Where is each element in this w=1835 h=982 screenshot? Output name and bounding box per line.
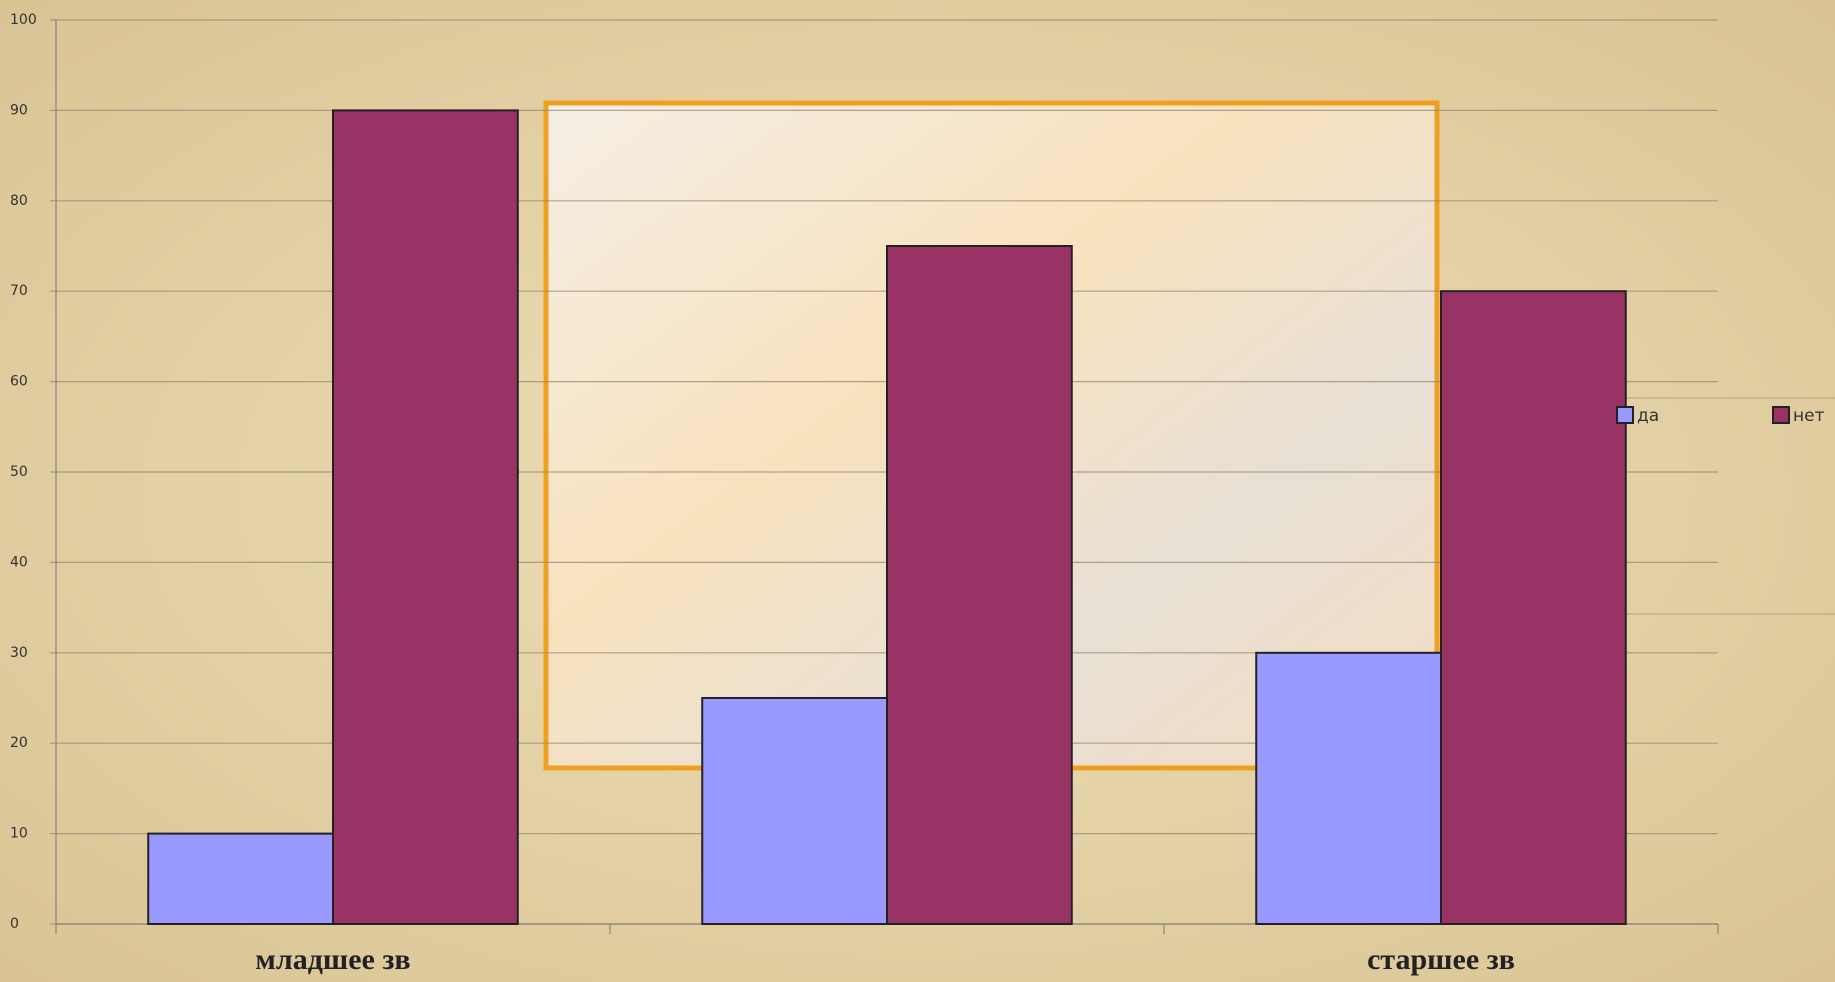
legend-swatch bbox=[1772, 406, 1790, 424]
bar bbox=[886, 245, 1073, 925]
y-tick-label: 100 bbox=[10, 12, 37, 28]
legend-label: да bbox=[1637, 406, 1659, 426]
y-tick-label: 40 bbox=[10, 554, 28, 570]
y-tick-label: 30 bbox=[10, 645, 28, 661]
y-tick-label: 70 bbox=[10, 283, 28, 299]
y-tick-label: 0 bbox=[10, 916, 19, 932]
y-tick-label: 90 bbox=[10, 102, 28, 118]
y-tick-label: 60 bbox=[10, 374, 28, 390]
bar bbox=[1440, 290, 1627, 925]
bar bbox=[1255, 651, 1442, 925]
x-tick-label: младшее зв bbox=[255, 943, 410, 976]
bar bbox=[147, 832, 334, 925]
legend-label: нет bbox=[1793, 406, 1825, 426]
y-tick-label: 80 bbox=[10, 193, 28, 209]
y-tick-label: 50 bbox=[10, 464, 28, 480]
legend-swatch bbox=[1616, 406, 1634, 424]
bar bbox=[332, 109, 519, 925]
bar bbox=[701, 697, 889, 925]
x-tick-label: старшее зв bbox=[1367, 943, 1515, 976]
y-tick-label: 10 bbox=[10, 826, 28, 842]
y-tick-label: 20 bbox=[10, 735, 28, 751]
